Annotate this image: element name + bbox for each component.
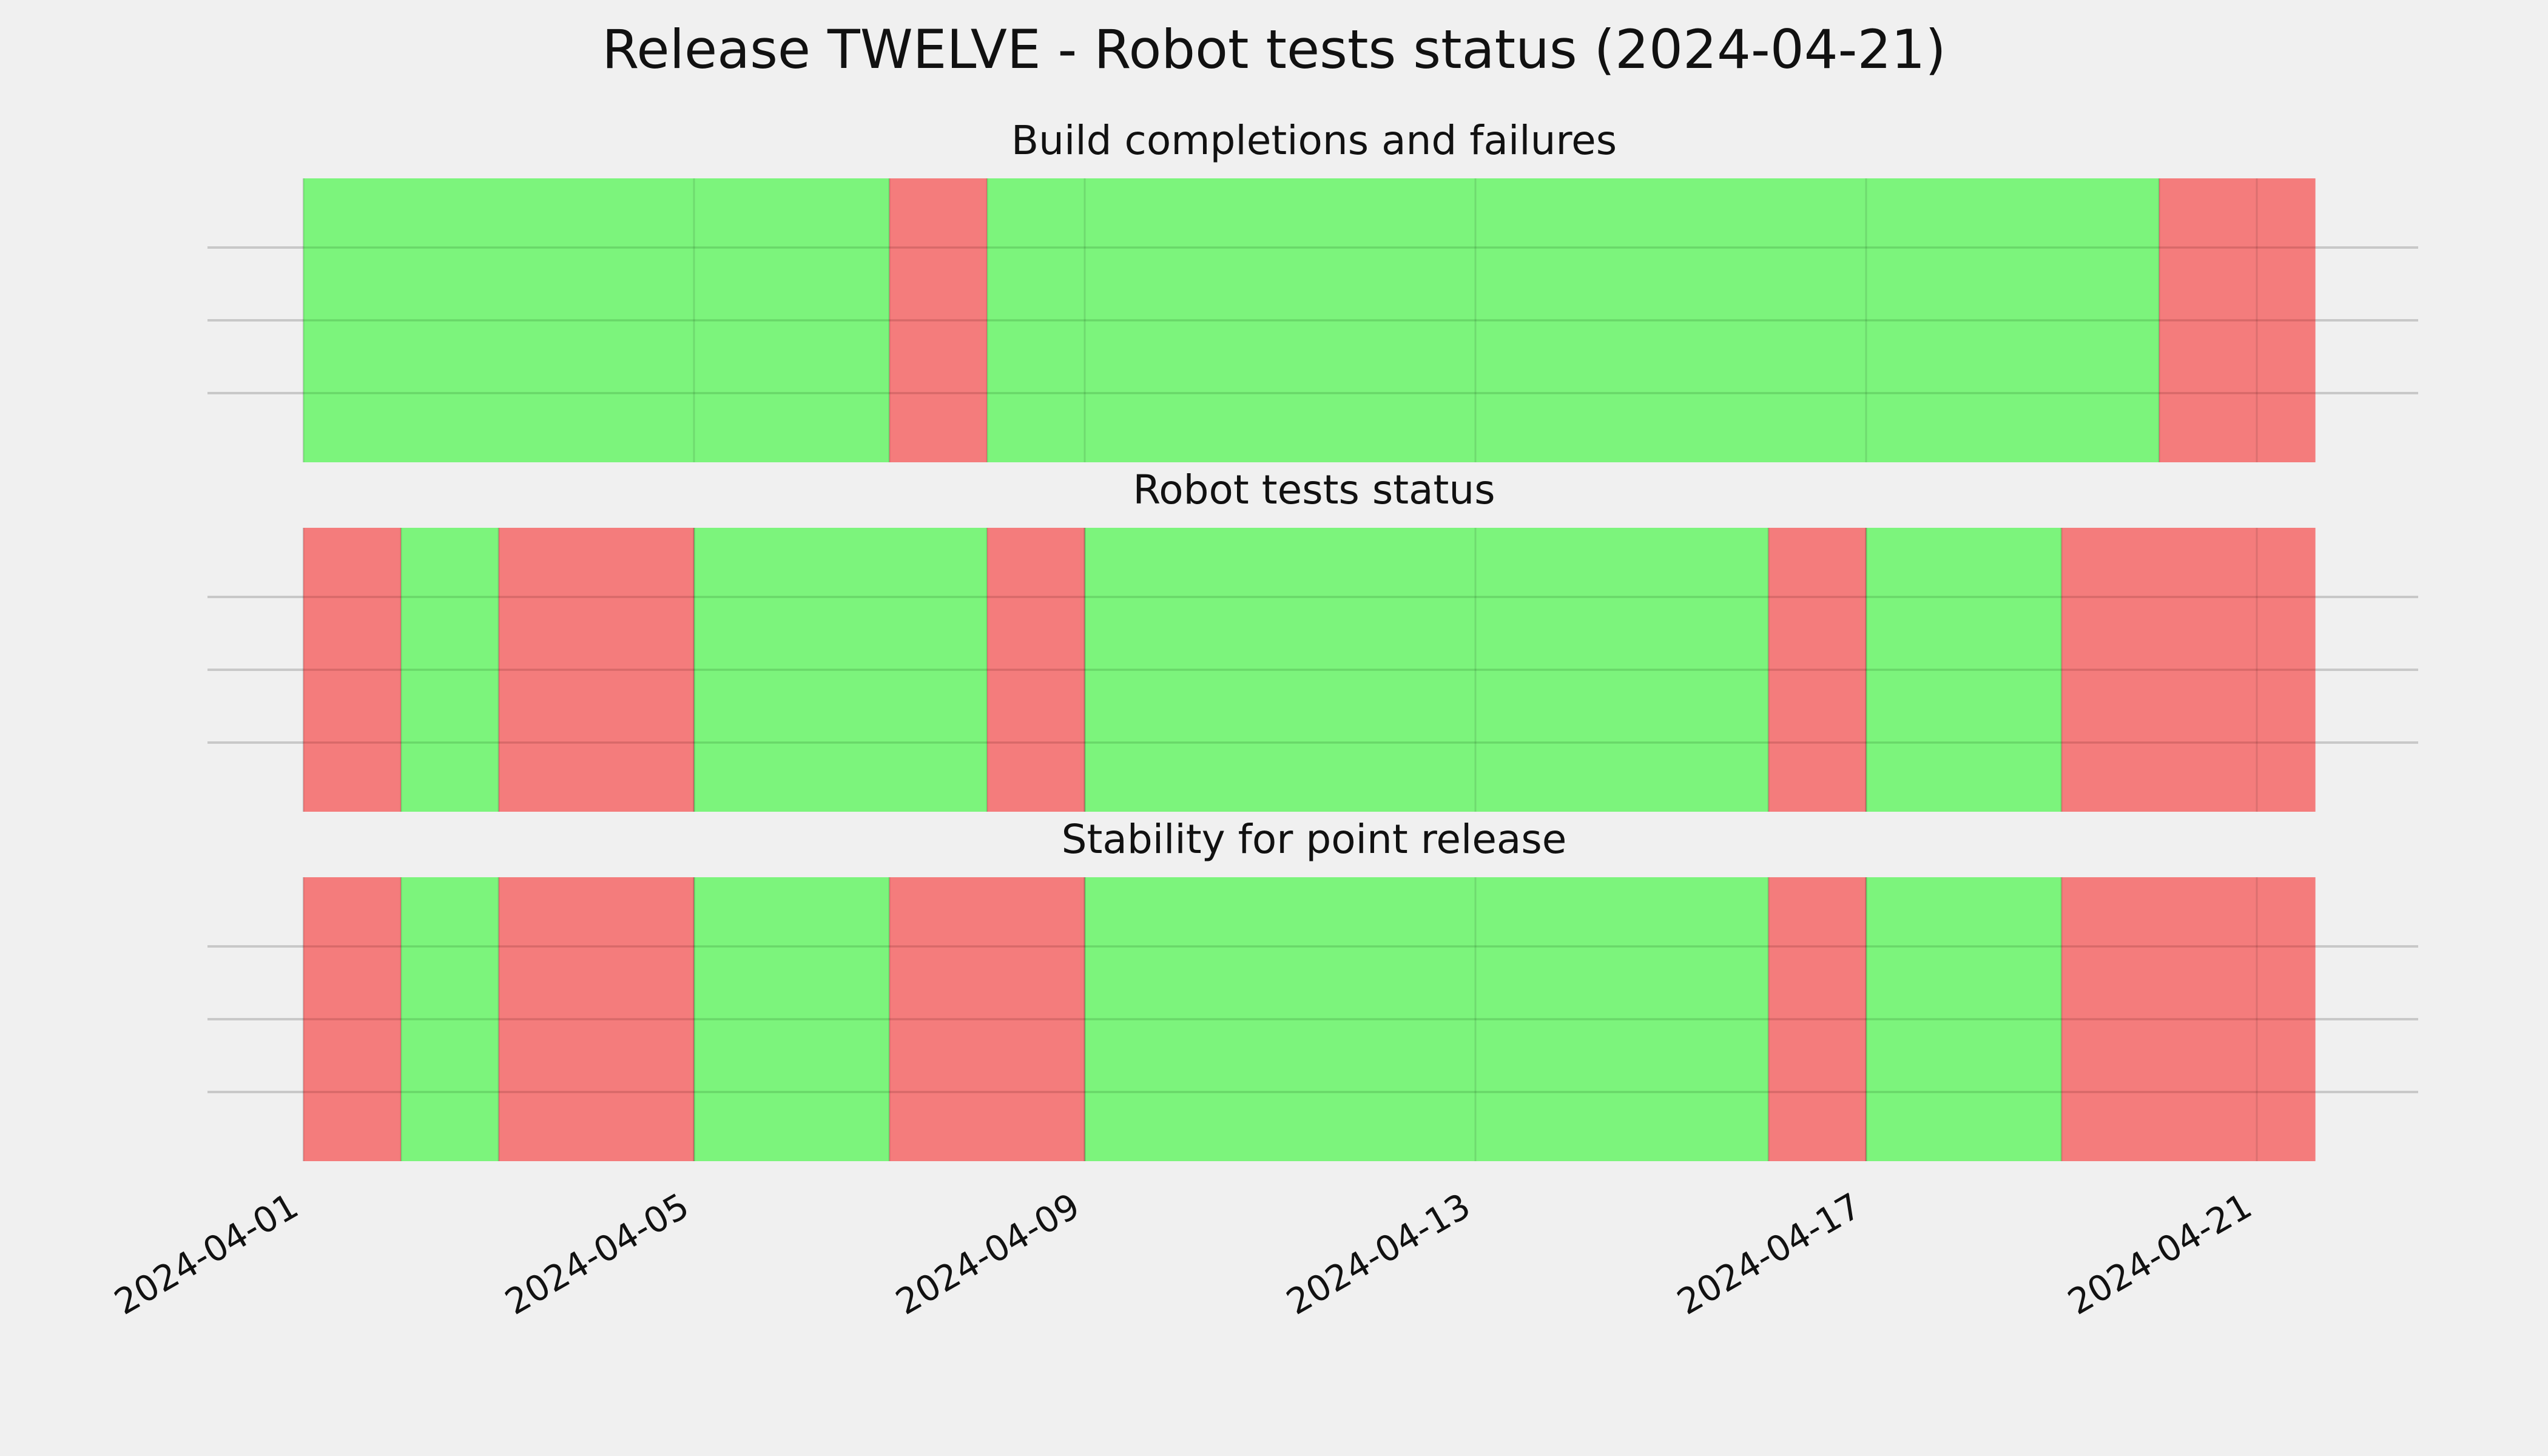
panel-2: Robot tests status [207,467,2418,812]
segment-fail [987,528,1085,812]
panel-title: Build completions and failures [1011,117,1617,164]
segment-fail [499,528,694,812]
chart-title: Release TWELVE - Robot tests status (202… [602,18,1946,81]
panel-title: Robot tests status [1133,467,1495,513]
segment-pass [1866,877,2061,1161]
segment-fail [889,877,1085,1161]
segment-pass [694,528,987,812]
segment-fail [303,528,401,812]
segment-fail [1768,528,1866,812]
panel-1: Build completions and failures [207,117,2418,462]
segment-pass [1866,528,2061,812]
segment-fail [2061,877,2316,1161]
segment-fail [1768,877,1866,1161]
segment-pass [987,178,2159,462]
segment-pass [694,877,889,1161]
segment-fail [2061,528,2316,812]
segment-pass [1085,877,1768,1161]
segment-pass [1085,528,1768,812]
segment-fail [889,178,987,462]
segment-pass [401,528,499,812]
segment-pass [401,877,499,1161]
segment-fail [2159,178,2316,462]
panel-title: Stability for point release [1062,816,1567,863]
segment-fail [303,877,401,1161]
panel-3: Stability for point release [207,816,2418,1161]
segment-pass [303,178,889,462]
segment-fail [499,877,694,1161]
panels: Build completions and failures Robot test… [207,117,2418,1161]
